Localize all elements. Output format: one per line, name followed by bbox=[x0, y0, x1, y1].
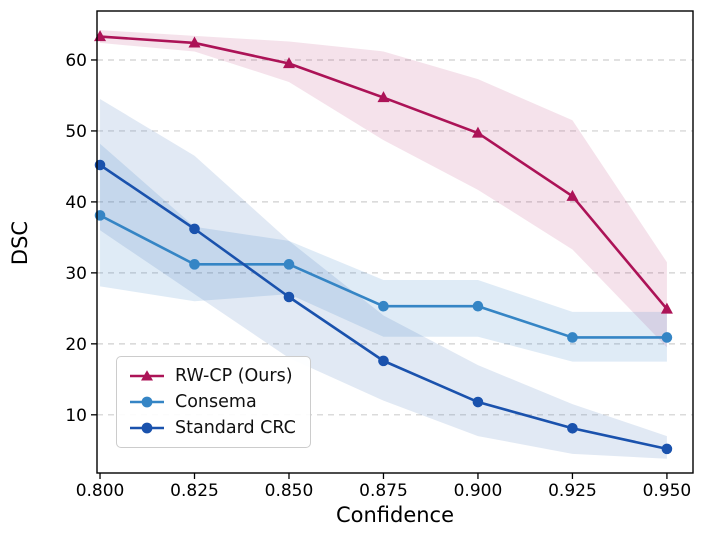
marker-standard-crc bbox=[189, 223, 200, 235]
y-tick-label: 40 bbox=[65, 193, 87, 213]
marker-rw-cp-ours bbox=[660, 302, 673, 314]
band-consema bbox=[100, 143, 667, 362]
x-tick-label: 0.800 bbox=[76, 481, 125, 501]
triangle-marker-icon bbox=[141, 370, 153, 381]
band-rw-cp-ours bbox=[100, 30, 667, 348]
axes-spines bbox=[96, 10, 694, 474]
marker-standard-crc bbox=[661, 443, 673, 455]
marker-consema bbox=[283, 259, 295, 270]
legend-swatch-consema bbox=[130, 396, 164, 408]
y-tick-label: 20 bbox=[65, 335, 87, 355]
x-tick-label: 0.950 bbox=[643, 481, 692, 501]
legend-swatch-standard-crc bbox=[130, 422, 164, 434]
marker-consema bbox=[661, 332, 673, 343]
y-tick-label: 10 bbox=[65, 406, 87, 426]
legend-label-rwcp: RW-CP (Ours) bbox=[175, 366, 293, 386]
marker-consema bbox=[189, 259, 200, 270]
x-tick-label: 0.850 bbox=[265, 481, 314, 501]
y-tick-label: 50 bbox=[65, 122, 87, 142]
marker-standard-crc bbox=[472, 396, 484, 408]
x-axis-label: Confidence bbox=[335, 503, 455, 527]
marker-standard-crc bbox=[283, 291, 295, 303]
marker-consema bbox=[567, 332, 578, 343]
legend-swatch-rwcp bbox=[130, 370, 164, 381]
x-tick-label: 0.825 bbox=[170, 481, 219, 501]
y-tick-label: 30 bbox=[65, 264, 87, 284]
y-tick-label: 60 bbox=[65, 51, 87, 71]
marker-rw-cp-ours bbox=[188, 36, 201, 48]
marker-consema bbox=[378, 300, 389, 312]
legend-item-standard-crc: Standard CRC bbox=[128, 418, 296, 438]
circle-marker-icon bbox=[141, 396, 153, 408]
marker-standard-crc bbox=[378, 355, 389, 367]
circle-marker-icon bbox=[141, 422, 153, 434]
marker-rw-cp-ours bbox=[471, 126, 484, 138]
x-tick-label: 0.900 bbox=[454, 481, 503, 501]
x-tick-label: 0.925 bbox=[548, 481, 597, 501]
band-standard-crc bbox=[100, 99, 667, 459]
legend-label-standard-crc: Standard CRC bbox=[175, 418, 296, 438]
legend-item-consema: Consema bbox=[128, 392, 296, 412]
marker-rw-cp-ours bbox=[377, 91, 390, 103]
y-axis-label: DSC bbox=[8, 220, 32, 266]
marker-rw-cp-ours bbox=[282, 57, 295, 69]
marker-standard-crc bbox=[567, 422, 578, 434]
x-tick-label: 0.875 bbox=[359, 481, 408, 501]
marker-rw-cp-ours bbox=[566, 189, 579, 201]
marker-consema bbox=[472, 300, 484, 312]
legend-label-consema: Consema bbox=[175, 392, 257, 412]
legend-item-rwcp: RW-CP (Ours) bbox=[128, 366, 296, 386]
legend: RW-CP (Ours) Consema Standard CRC bbox=[116, 356, 311, 448]
